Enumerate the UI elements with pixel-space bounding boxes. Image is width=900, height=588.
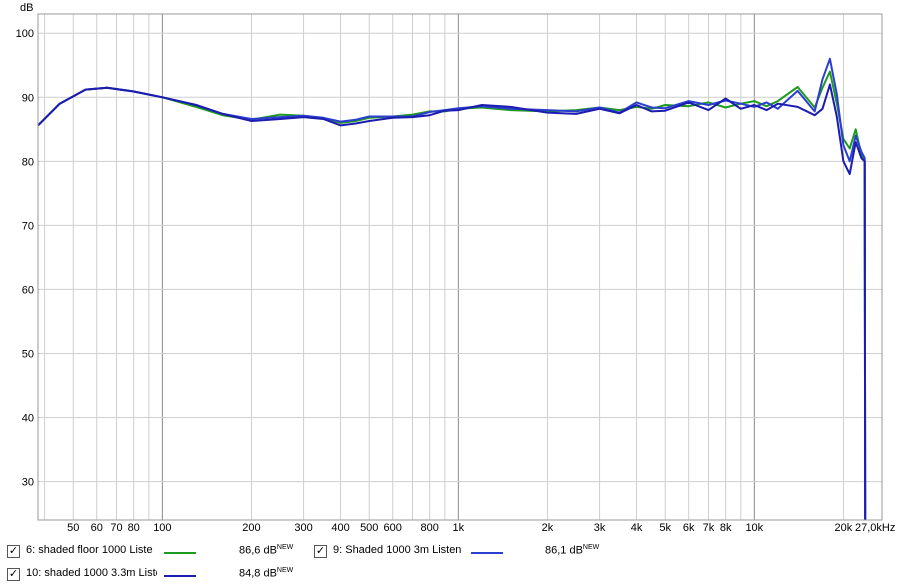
checkbox-series-9[interactable]: ✓ — [314, 545, 327, 558]
legend-label-series-10: 10: shaded 1000 3.3m Liste — [26, 567, 157, 579]
x-tick-label: 1k — [453, 522, 465, 534]
x-tick-label: 300 — [294, 522, 312, 534]
plot-border — [37, 13, 883, 521]
series-line-3 — [37, 83, 867, 521]
legend-label-series-9: 9: Shaded 1000 3m Listen — [333, 544, 462, 556]
legend-value-series-6: 86,6 dBNEW — [239, 544, 294, 557]
y-tick-label: 50 — [22, 348, 34, 360]
x-tick-label: 7k — [703, 522, 715, 534]
x-tick-label: 6k — [683, 522, 695, 534]
x-tick-label: 200 — [242, 522, 260, 534]
x-tick-label: 60 — [91, 522, 103, 534]
legend-item-series-6[interactable]: ✓ 6: shaded floor 1000 Liste 86,6 dBNEW — [7, 543, 307, 561]
legend-item-series-9[interactable]: ✓ 9: Shaded 1000 3m Listen 86,1 dBNEW — [314, 543, 614, 561]
y-tick-labels: 30 40 50 60 70 80 90 100 — [16, 28, 34, 488]
series-lines — [37, 57, 867, 521]
x-tick-label: 600 — [384, 522, 402, 534]
y-tick-label: 30 — [22, 477, 34, 489]
series-line-2 — [37, 57, 867, 521]
checkbox-series-10[interactable]: ✓ — [7, 568, 20, 581]
x-tick-label: 50 — [67, 522, 79, 534]
legend: ✓ 6: shaded floor 1000 Liste 86,6 dBNEW … — [0, 540, 900, 588]
x-tick-label: 4k — [631, 522, 643, 534]
x-tick-label: 3k — [594, 522, 606, 534]
x-tick-label: 400 — [331, 522, 349, 534]
x-tick-label: 10k — [745, 522, 763, 534]
x-tick-label: 20k — [835, 522, 853, 534]
legend-swatch-series-9 — [471, 552, 503, 554]
y-tick-label: 40 — [22, 413, 34, 425]
legend-value-series-9: 86,1 dBNEW — [545, 544, 600, 557]
y-tick-label: 90 — [22, 92, 34, 104]
x-tick-label: 70 — [110, 522, 122, 534]
x-tick-label: 2k — [542, 522, 554, 534]
legend-value-series-10: 84,8 dBNEW — [239, 567, 294, 580]
plot-background — [38, 14, 882, 520]
x-tick-label: 800 — [420, 522, 438, 534]
x-tick-label: 500 — [360, 522, 378, 534]
x-tick-label: 80 — [128, 522, 140, 534]
x-tick-label: 100 — [153, 522, 171, 534]
x-unit-label: 27,0kHz — [855, 522, 895, 534]
legend-swatch-series-6 — [164, 552, 196, 554]
legend-label-series-6: 6: shaded floor 1000 Liste — [26, 544, 153, 556]
y-axis-label: dB — [20, 2, 33, 14]
y-tick-label: 70 — [22, 220, 34, 232]
x-tick-label: 8k — [720, 522, 732, 534]
x-tick-labels: 50 60 70 80 100 200 300 400 500 600 800 1k 2k 3k 4k 5k 6… — [67, 522, 853, 534]
legend-swatch-series-10 — [164, 575, 196, 577]
y-tick-label: 60 — [22, 284, 34, 296]
x-tick-label: 5k — [659, 522, 671, 534]
grid — [38, 14, 882, 520]
y-tick-label: 100 — [16, 28, 34, 40]
y-tick-label: 80 — [22, 156, 34, 168]
checkbox-series-6[interactable]: ✓ — [7, 545, 20, 558]
legend-item-series-10[interactable]: ✓ 10: shaded 1000 3.3m Liste 84,8 dBNEW — [7, 566, 307, 584]
